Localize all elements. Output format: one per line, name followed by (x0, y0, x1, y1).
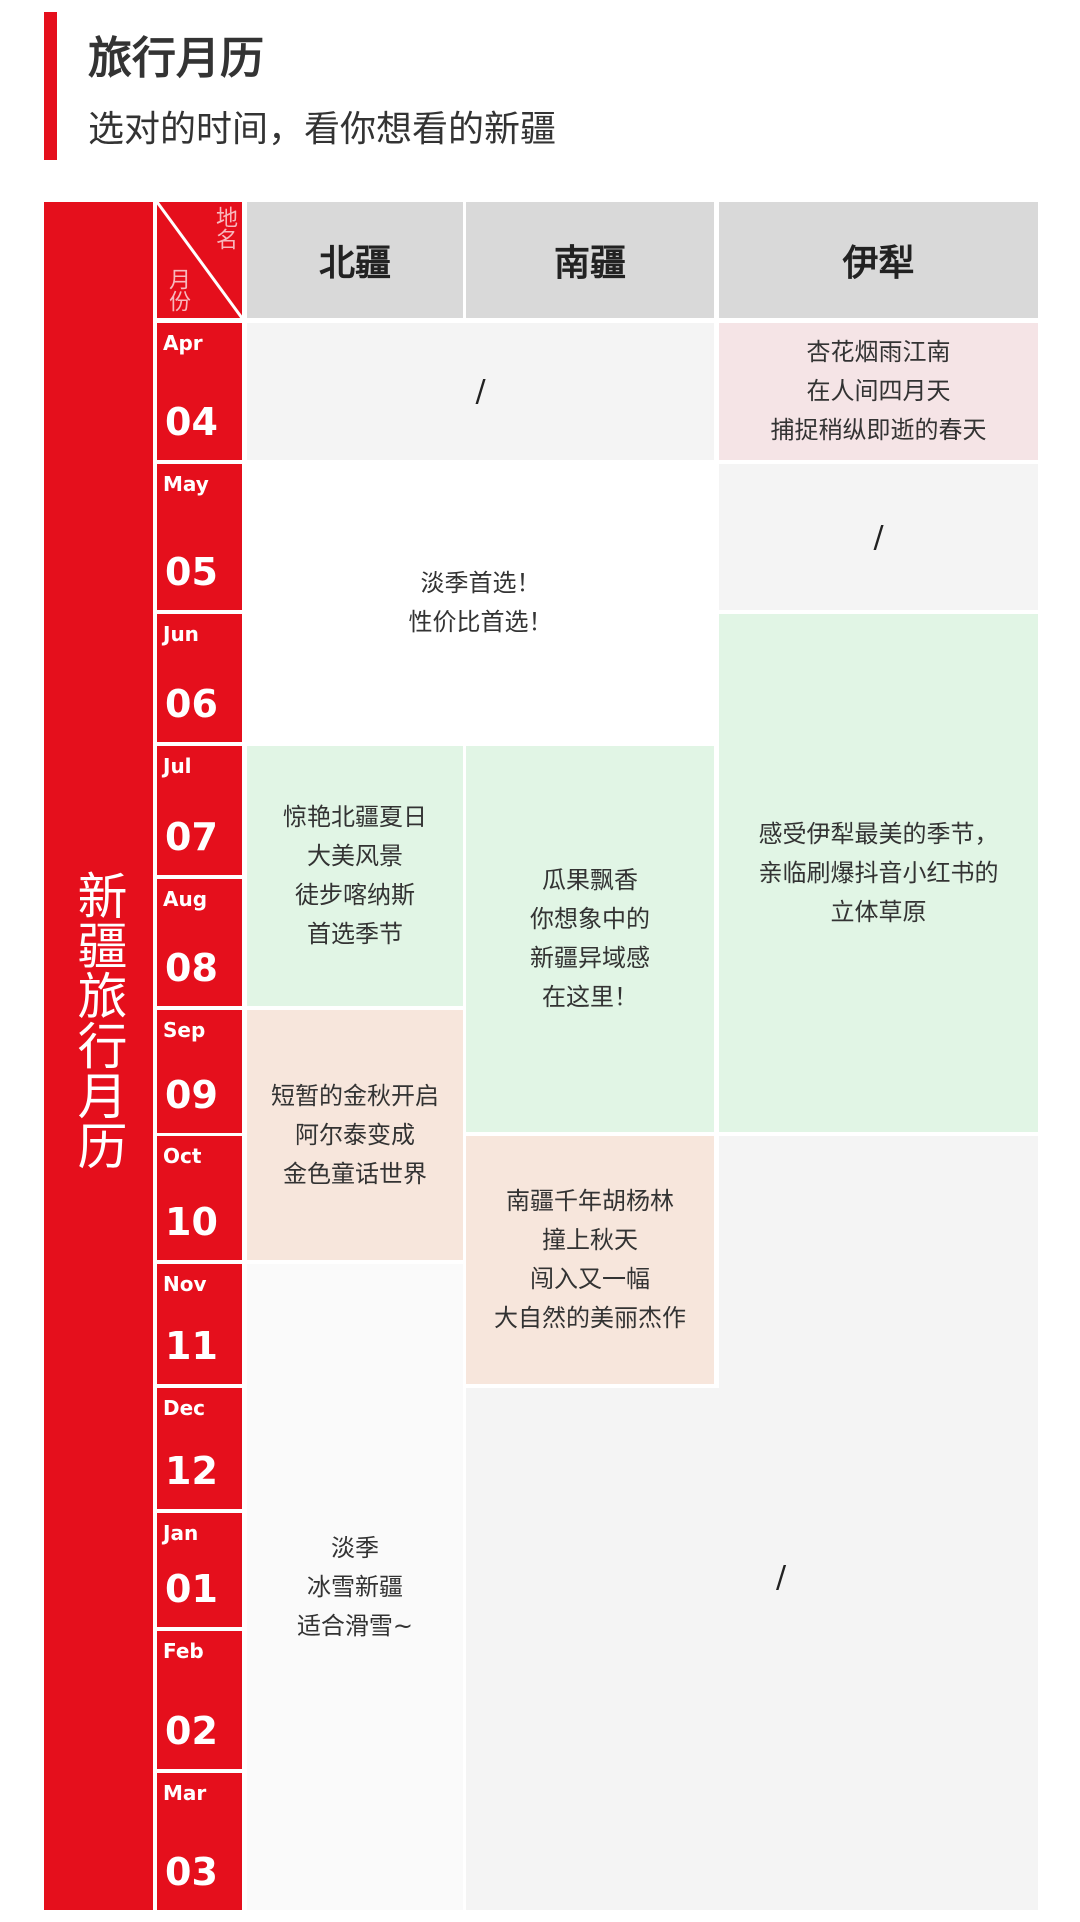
calendar-sidebar (44, 202, 153, 1910)
cell-nov-mar-north: 淡季 冰雪新疆 适合滑雪~ (247, 1264, 463, 1910)
month-cell-nov: Nov 11 (157, 1264, 242, 1384)
month-cell-may: May 05 (157, 464, 242, 610)
cell-jun-sep-yili: 感受伊犁最美的季节， 亲临刷爆抖音小红书的 立体草原 (719, 614, 1038, 1132)
month-cell-feb: Feb 02 (157, 1631, 242, 1769)
month-cell-jan: Jan 01 (157, 1513, 242, 1627)
month-abbr: Jun (163, 622, 199, 646)
title-accent-bar (44, 12, 57, 160)
cell-may-jun-north-south: 淡季首选！ 性价比首选！ (247, 464, 714, 742)
month-cell-sep: Sep 09 (157, 1010, 242, 1133)
month-abbr: Dec (163, 1396, 206, 1420)
month-number: 02 (165, 1709, 218, 1753)
month-number: 07 (165, 815, 218, 859)
cell-winter-south-yili: / (776, 1560, 787, 1595)
month-cell-jun: Jun 06 (157, 614, 242, 742)
month-abbr: Sep (163, 1018, 206, 1042)
column-header-north: 北疆 (247, 202, 463, 318)
sidebar-title: 新疆旅行月历 (69, 870, 128, 1170)
month-number: 11 (165, 1324, 218, 1368)
month-abbr: Nov (163, 1272, 207, 1296)
cell-apr-north-south: / (247, 323, 714, 460)
month-abbr: May (163, 472, 209, 496)
cell-apr-yili: 杏花烟雨江南 在人间四月天 捕捉稍纵即逝的春天 (719, 323, 1038, 460)
month-abbr: Jan (163, 1521, 199, 1545)
cell-jul-sep-south: 瓜果飘香 你想象中的 新疆异域感 在这里！ (466, 746, 714, 1132)
place-label: 地名 (212, 206, 237, 250)
month-cell-dec: Dec 12 (157, 1388, 242, 1509)
month-number: 06 (165, 682, 218, 726)
cell-dec-mar-south (466, 1388, 1038, 1910)
month-number: 01 (165, 1567, 218, 1611)
month-cell-jul: Jul 07 (157, 746, 242, 875)
diagonal-divider (157, 202, 242, 318)
page-subtitle: 选对的时间，看你想看的新疆 (88, 109, 557, 150)
column-header-south: 南疆 (466, 202, 714, 318)
cell-sep-oct-north: 短暂的金秋开启 阿尔泰变成 金色童话世界 (247, 1010, 463, 1260)
month-cell-oct: Oct 10 (157, 1136, 242, 1260)
month-number: 03 (165, 1850, 218, 1894)
month-cell-mar: Mar 03 (157, 1773, 242, 1910)
month-number: 10 (165, 1200, 218, 1244)
month-abbr: Aug (163, 887, 208, 911)
month-abbr: Feb (163, 1639, 204, 1663)
month-number: 04 (165, 400, 218, 444)
corner-header: 地名 月份 (157, 202, 242, 318)
month-abbr: Oct (163, 1144, 202, 1168)
column-header-yili: 伊犁 (719, 202, 1038, 318)
month-number: 05 (165, 550, 218, 594)
month-number: 08 (165, 946, 218, 990)
month-abbr: Jul (163, 754, 192, 778)
cell-oct-nov-south: 南疆千年胡杨林 撞上秋天 闯入又一幅 大自然的美丽杰作 (466, 1136, 714, 1384)
month-cell-apr: Apr 04 (157, 323, 242, 460)
month-number: 09 (165, 1073, 218, 1117)
month-label: 月份 (165, 268, 190, 312)
page-title: 旅行月历 (88, 33, 264, 84)
cell-may-yili: / (719, 464, 1038, 610)
month-abbr: Mar (163, 1781, 207, 1805)
cell-jul-aug-north: 惊艳北疆夏日 大美风景 徒步喀纳斯 首选季节 (247, 746, 463, 1006)
month-cell-aug: Aug 08 (157, 879, 242, 1006)
month-abbr: Apr (163, 331, 203, 355)
month-number: 12 (165, 1449, 218, 1493)
